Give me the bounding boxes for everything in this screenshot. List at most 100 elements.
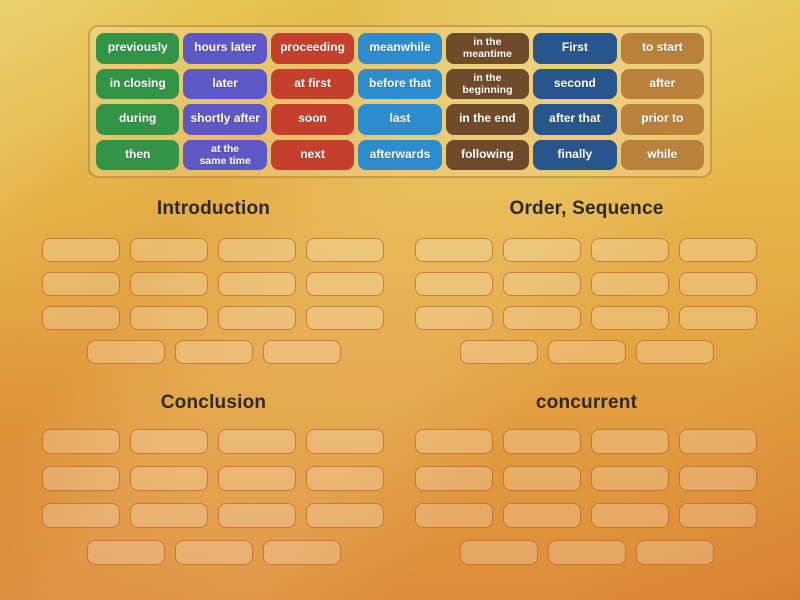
drop-slot[interactable] <box>459 540 538 565</box>
word-chip[interactable]: soon <box>270 104 355 135</box>
drop-slot[interactable] <box>130 272 208 296</box>
word-chip[interactable]: following <box>445 139 530 170</box>
drop-slot[interactable] <box>591 429 669 454</box>
drop-slot[interactable] <box>130 306 208 330</box>
drop-slot[interactable] <box>679 429 757 454</box>
drop-slot[interactable] <box>86 340 165 364</box>
drop-slot[interactable] <box>679 503 757 528</box>
drop-slot[interactable] <box>174 540 253 565</box>
word-bank-grid: previously hours later proceeding meanwhile… <box>96 33 704 170</box>
word-chip[interactable]: in closing <box>96 68 180 99</box>
word-chip[interactable]: while <box>620 139 704 170</box>
drop-slot[interactable] <box>547 540 626 565</box>
slot-grid <box>415 238 758 364</box>
word-chip[interactable]: proceeding <box>270 33 355 64</box>
word-chip[interactable]: First <box>533 33 617 64</box>
drop-slot[interactable] <box>218 466 296 491</box>
drop-slot[interactable] <box>415 272 493 296</box>
drop-slot[interactable] <box>174 340 253 364</box>
drop-slot[interactable] <box>262 540 341 565</box>
drop-slot[interactable] <box>262 340 341 364</box>
drop-slot[interactable] <box>679 238 757 262</box>
word-chip[interactable]: finally <box>533 139 617 170</box>
slot-row <box>42 272 385 296</box>
word-chip[interactable]: previously <box>96 33 180 64</box>
drop-slot[interactable] <box>591 238 669 262</box>
drop-slot[interactable] <box>130 466 208 491</box>
drop-slot[interactable] <box>635 340 714 364</box>
word-chip[interactable]: at the same time <box>183 139 267 170</box>
word-chip[interactable]: last <box>358 104 442 135</box>
drop-slot[interactable] <box>679 306 757 330</box>
drop-slot[interactable] <box>591 466 669 491</box>
drop-slot[interactable] <box>86 540 165 565</box>
group-title-introduction: Introduction <box>156 198 271 219</box>
drop-slot[interactable] <box>547 340 626 364</box>
drop-slot[interactable] <box>306 238 384 262</box>
drop-slot[interactable] <box>218 429 296 454</box>
word-chip[interactable]: shortly after <box>183 104 267 135</box>
drop-slot[interactable] <box>130 503 208 528</box>
drop-slot[interactable] <box>306 429 384 454</box>
drop-slot[interactable] <box>306 272 384 296</box>
drop-slot[interactable] <box>415 466 493 491</box>
word-chip[interactable]: in the meantime <box>445 33 530 64</box>
drop-slot[interactable] <box>415 503 493 528</box>
drop-slot[interactable] <box>459 340 538 364</box>
slot-row <box>42 540 385 565</box>
word-chip[interactable]: to start <box>620 33 704 64</box>
word-chip[interactable]: at first <box>270 68 355 99</box>
drop-slot[interactable] <box>415 306 493 330</box>
word-chip[interactable]: then <box>96 139 180 170</box>
drop-slot[interactable] <box>218 503 296 528</box>
word-chip[interactable]: prior to <box>620 104 704 135</box>
group-section: Order, Sequence <box>415 196 758 364</box>
drop-slot[interactable] <box>42 466 120 491</box>
drop-slot[interactable] <box>591 272 669 296</box>
word-chip[interactable]: later <box>183 68 267 99</box>
group-title-conclusion: Conclusion <box>160 392 267 413</box>
word-chip[interactable]: hours later <box>183 33 267 64</box>
drop-slot[interactable] <box>679 466 757 491</box>
drop-slot[interactable] <box>591 306 669 330</box>
drop-slot[interactable] <box>503 466 581 491</box>
drop-slot[interactable] <box>503 306 581 330</box>
drop-slot[interactable] <box>591 503 669 528</box>
word-chip[interactable]: in the end <box>445 104 530 135</box>
word-chip[interactable]: during <box>96 104 180 135</box>
group-section: Introduction <box>42 196 385 364</box>
drop-slot[interactable] <box>42 238 120 262</box>
drop-slot[interactable] <box>679 272 757 296</box>
drop-slot[interactable] <box>306 466 384 491</box>
drop-slot[interactable] <box>503 238 581 262</box>
word-chip[interactable]: before that <box>358 68 442 99</box>
word-chip[interactable]: after that <box>533 104 617 135</box>
word-chip[interactable]: afterwards <box>358 139 442 170</box>
slot-row <box>42 466 385 491</box>
drop-slot[interactable] <box>306 503 384 528</box>
word-chip[interactable]: in the beginning <box>445 68 530 99</box>
drop-slot[interactable] <box>415 429 493 454</box>
slot-grid <box>42 238 385 364</box>
drop-slot[interactable] <box>130 429 208 454</box>
drop-slot[interactable] <box>306 306 384 330</box>
drop-slot[interactable] <box>130 238 208 262</box>
drop-slot[interactable] <box>635 540 714 565</box>
drop-slot[interactable] <box>218 238 296 262</box>
drop-slot[interactable] <box>503 429 581 454</box>
drop-slot[interactable] <box>42 272 120 296</box>
word-chip[interactable]: second <box>533 68 617 99</box>
drop-slot[interactable] <box>415 238 493 262</box>
drop-slot[interactable] <box>503 272 581 296</box>
drop-slot[interactable] <box>503 503 581 528</box>
drop-slot[interactable] <box>42 503 120 528</box>
drop-slot[interactable] <box>42 429 120 454</box>
slot-row <box>42 340 385 364</box>
drop-slot[interactable] <box>218 306 296 330</box>
drop-slot[interactable] <box>42 306 120 330</box>
slot-row <box>42 503 385 528</box>
word-chip[interactable]: meanwhile <box>358 33 442 64</box>
drop-slot[interactable] <box>218 272 296 296</box>
word-chip[interactable]: next <box>270 139 355 170</box>
word-chip[interactable]: after <box>620 68 704 99</box>
